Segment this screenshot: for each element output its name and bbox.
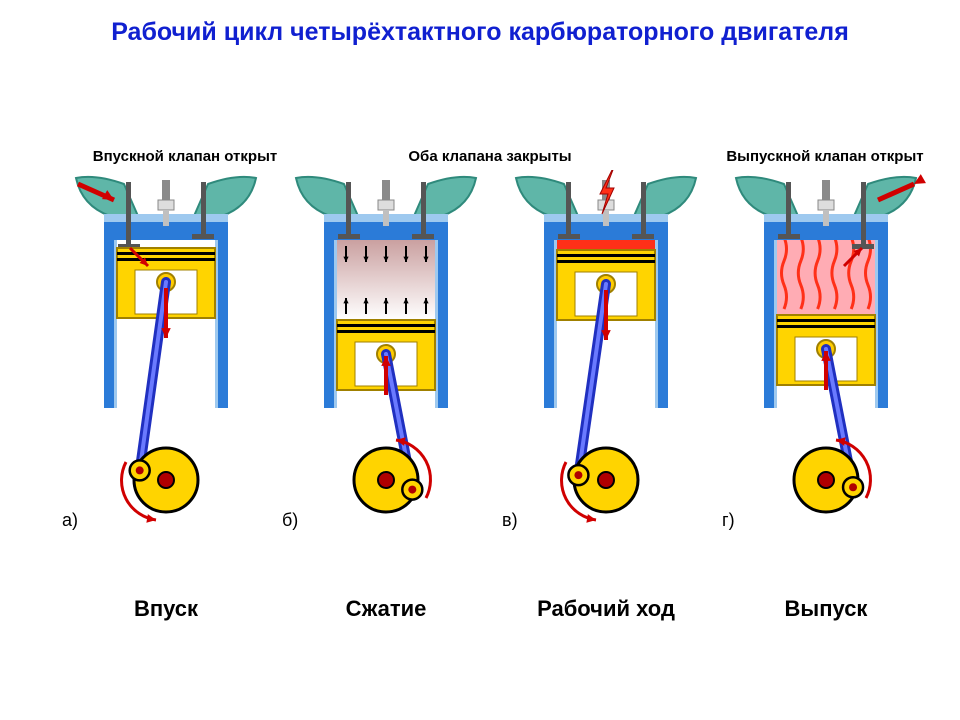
stage-power	[506, 170, 706, 540]
stage-name-compression: Сжатие	[286, 596, 486, 622]
engine-cycle-diagram: { "layout": { "width": 960, "height": 72…	[0, 0, 960, 720]
stage-compression	[286, 170, 486, 540]
diagram-title: Рабочий цикл четырёхтактного карбюраторн…	[0, 18, 960, 47]
valve-label-exhaust: Выпускной клапан открыт	[710, 148, 940, 165]
stage-exhaust	[726, 170, 926, 540]
valve-label-intake: Впускной клапан открыт	[70, 148, 300, 165]
stage-name-exhaust: Выпуск	[726, 596, 926, 622]
valve-label-both: Оба клапана закрыты	[380, 148, 600, 165]
stage-name-intake: Впуск	[66, 596, 266, 622]
stage-name-power: Рабочий ход	[506, 596, 706, 622]
title-text: Рабочий цикл четырёхтактного карбюраторн…	[111, 18, 849, 46]
stage-intake	[66, 170, 266, 540]
